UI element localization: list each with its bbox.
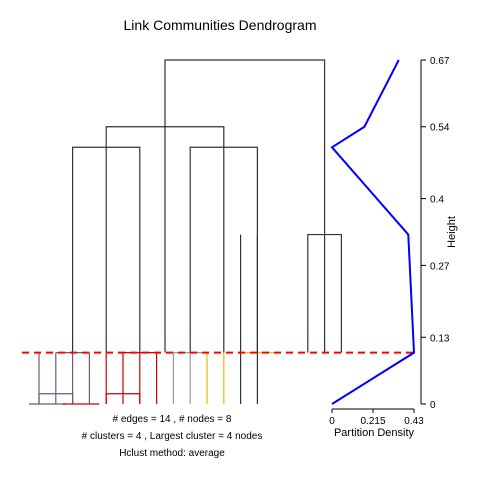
info-hclust-method: Hclust method: average <box>119 448 225 459</box>
density-tick-label-1: 0.215 <box>360 416 385 427</box>
partition-density-curve <box>330 59 416 405</box>
density-axis-label: Partition Density <box>334 427 415 439</box>
density-tick-label-2: 0.43 <box>404 416 424 427</box>
y-axis-label: Height <box>446 216 458 248</box>
info-edges-nodes: # edges = 14 , # nodes = 8 <box>113 414 232 425</box>
dendrogram-merge-10 <box>164 59 326 353</box>
height-tick-label-4: 0.54 <box>430 123 450 134</box>
height-axis: 0 0.13 0.27 0.4 0.54 0.67 <box>420 56 450 411</box>
height-tick-label-5: 0.67 <box>430 56 450 67</box>
dendrogram-tree <box>38 59 342 404</box>
info-clusters: # clusters = 4 , Largest cluster = 4 nod… <box>82 431 263 442</box>
height-tick-label-1: 0.13 <box>430 333 450 344</box>
chart-title: Link Communities Dendrogram <box>124 17 317 33</box>
height-tick-label-3: 0.4 <box>430 195 444 206</box>
density-axis: 0 0.215 0.43 <box>329 408 424 427</box>
dendrogram-leaves <box>29 234 258 405</box>
density-line <box>330 59 416 405</box>
density-tick-label-0: 0 <box>329 416 335 427</box>
height-tick-label-2: 0.27 <box>430 261 450 272</box>
height-tick-label-0: 0 <box>430 400 436 411</box>
